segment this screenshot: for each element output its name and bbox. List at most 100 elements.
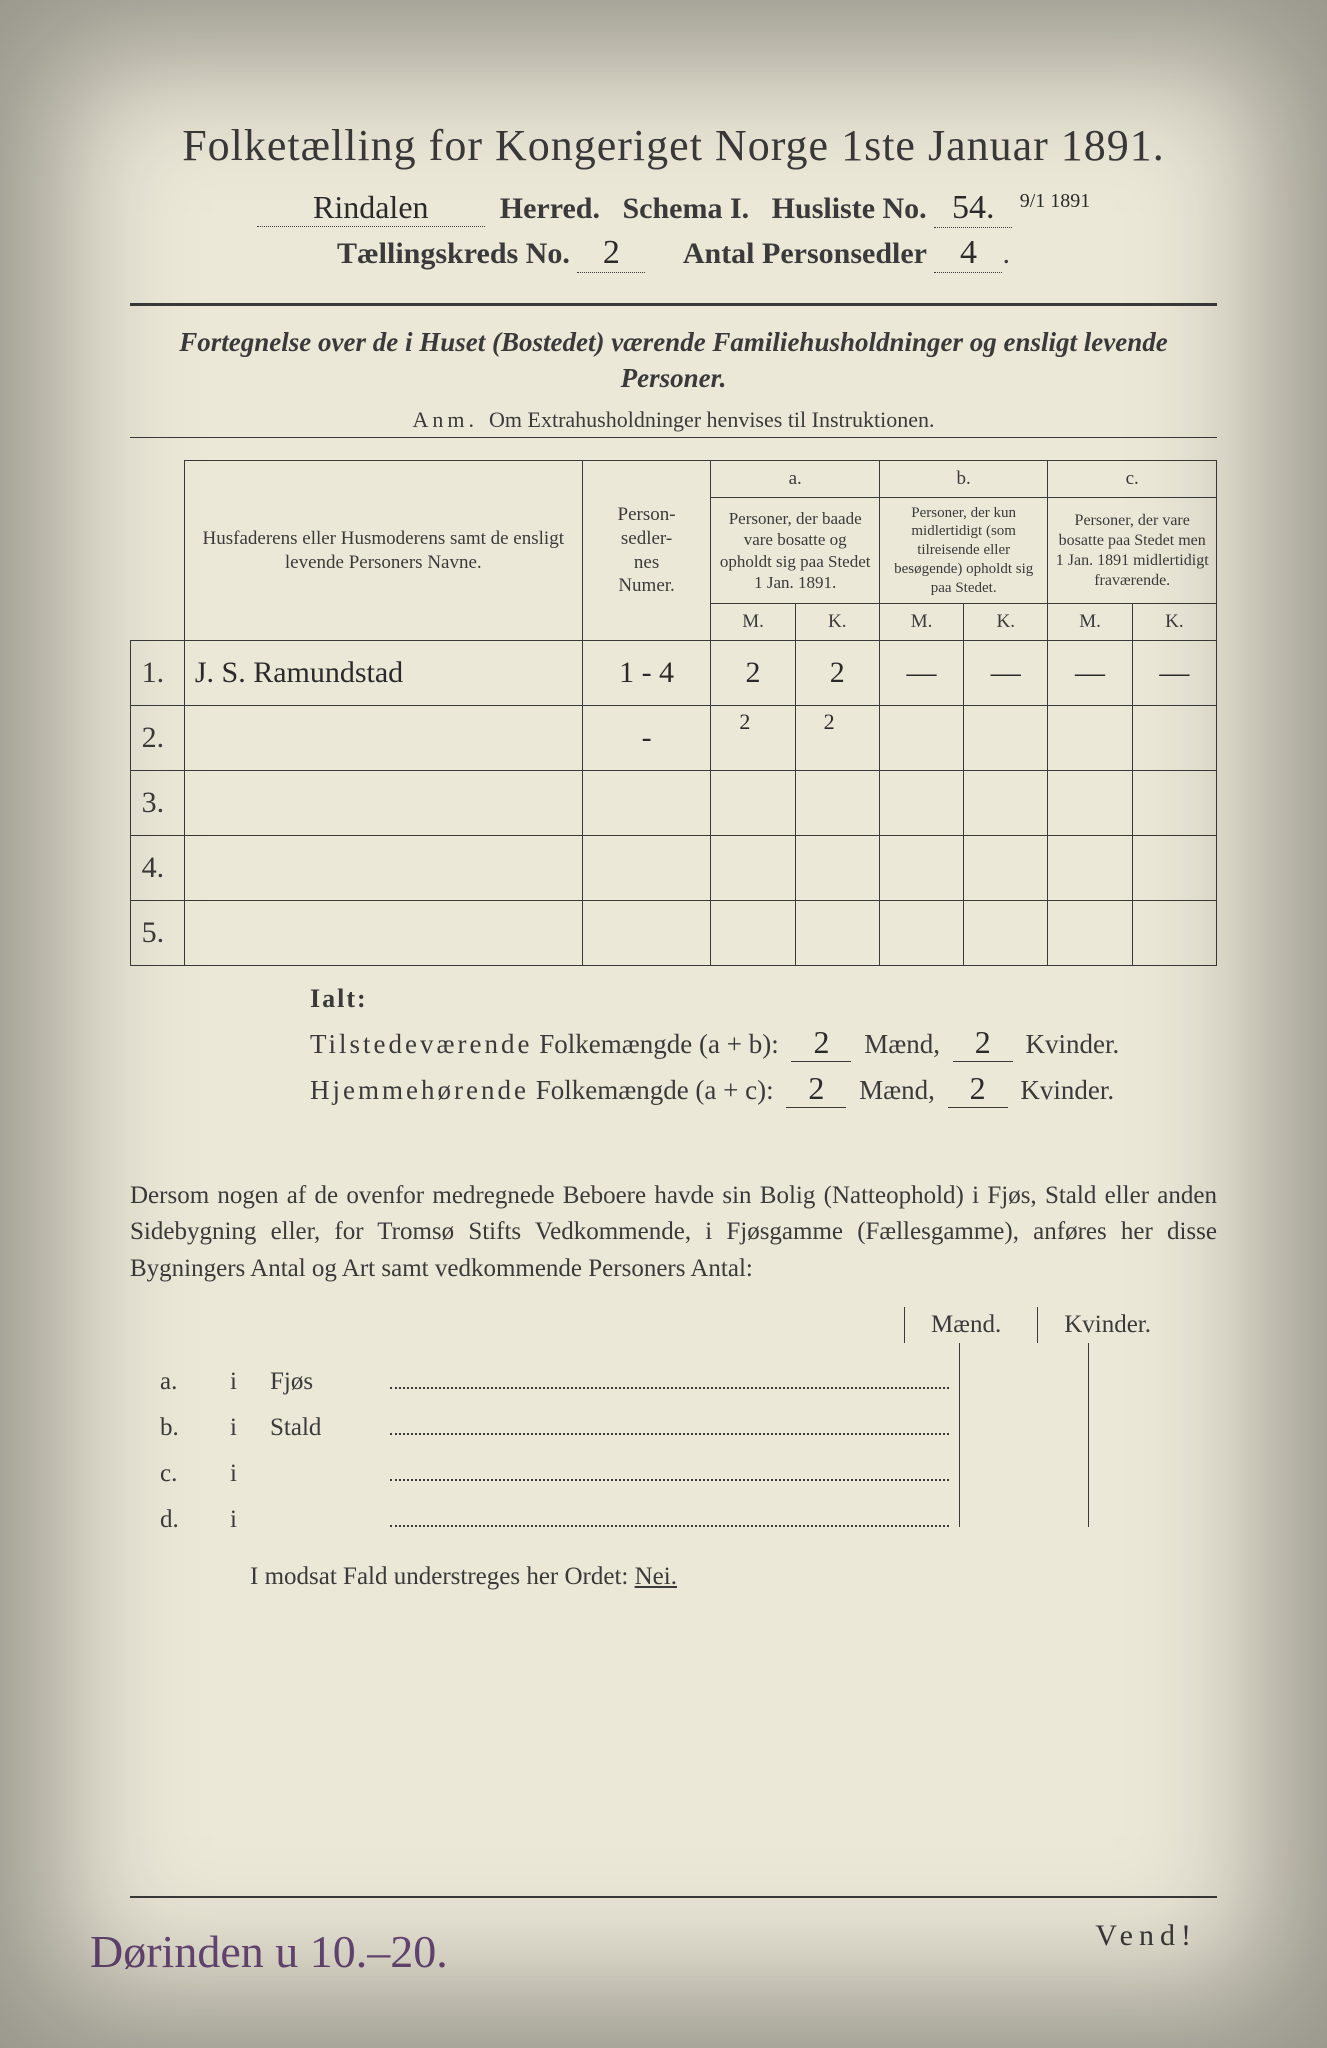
antal-label: Antal Personsedler (683, 237, 927, 270)
col-c-text: Personer, der vare bosatte paa Stedet me… (1048, 497, 1217, 604)
byg-dots (390, 1511, 949, 1527)
anm-lead: Anm. (413, 407, 479, 432)
cell-aM: 2 (746, 656, 761, 690)
col-header-num: Person- sedler- nes Numer. (582, 460, 711, 640)
kvinder-label: Kvinder. (1025, 1029, 1119, 1059)
antal-handwritten: 4 (934, 234, 1002, 273)
byg-m (959, 1481, 1088, 1527)
row-number: 1. (131, 641, 185, 706)
byg-k (1088, 1389, 1217, 1435)
anm-line: Anm. Om Extrahusholdninger henvises til … (130, 407, 1217, 433)
col-c-m: M. (1048, 604, 1132, 641)
totals-line-1: Tilstedeværende Folkemængde (a + b): 2 M… (310, 1024, 1217, 1062)
byg-k (1088, 1343, 1217, 1389)
tot1K: 2 (953, 1024, 1013, 1062)
husliste-label: Husliste No. (772, 192, 927, 225)
byg-m (959, 1343, 1088, 1389)
col-a-m: M. (711, 604, 795, 641)
table-row: 1. J. S. Ramundstad 1 - 4 2 2 2 2 — — — … (131, 641, 1217, 706)
byg-typ: Fjøs (270, 1368, 390, 1396)
kreds-no-handwritten: 2 (577, 234, 645, 273)
ialt-label: Ialt: (310, 984, 1217, 1014)
side-date-handwritten: 9/1 1891 (1020, 190, 1091, 213)
tot2M: 2 (786, 1070, 846, 1108)
byg-i: i (230, 1460, 270, 1488)
cell-bM: — (907, 656, 937, 690)
header-line-2: Tællingskreds No. 2 Antal Personsedler 4… (130, 234, 1217, 273)
col-b-m: M. (879, 604, 963, 641)
modsat-line: I modsat Fald understreges her Ordet: Ne… (250, 1563, 1217, 1591)
census-table: Husfaderens eller Husmoderens samt de en… (130, 460, 1217, 966)
cell-aK-sub: 2 (824, 709, 835, 735)
col-b-k: K. (964, 604, 1048, 641)
byg-k (1088, 1481, 1217, 1527)
herred-name-handwritten: Rindalen (257, 189, 485, 227)
byg-typ: Stald (270, 1414, 390, 1442)
schema-label: Schema I. (623, 192, 750, 225)
byg-dots (390, 1465, 949, 1481)
tot1M: 2 (791, 1024, 851, 1062)
row-number: 4. (131, 836, 185, 901)
col-a-label: a. (711, 460, 880, 497)
maend-label: Mænd, (864, 1029, 940, 1059)
cell-bK: — (991, 656, 1021, 690)
col-b-text: Personer, der kun midlertidigt (som tilr… (879, 497, 1048, 604)
byg-row: a. i Fjøs (130, 1343, 1217, 1389)
maend-label: Mænd, (859, 1075, 935, 1105)
census-form-page: Folketælling for Kongeriget Norge 1ste J… (0, 0, 1327, 2048)
byg-k (1088, 1435, 1217, 1481)
cell-aK: 2 (830, 656, 845, 690)
cell-aM-sub: 2 (739, 709, 750, 735)
footer-handwritten: Dørinden u 10.–20. (90, 1925, 448, 1978)
row-num-hw: 1 - 4 (619, 656, 674, 690)
row-num-hw: - (642, 721, 652, 755)
tot2a: Hjemmehørende (310, 1075, 529, 1105)
byg-dots (390, 1419, 949, 1435)
col-header-names: Husfaderens eller Husmoderens samt de en… (184, 460, 582, 640)
table-row: 5. (131, 901, 1217, 966)
page-title: Folketælling for Kongeriget Norge 1ste J… (130, 120, 1217, 171)
row-name-hw: J. S. Ramundstad (195, 656, 403, 690)
totals-block: Ialt: Tilstedeværende Folkemængde (a + b… (310, 984, 1217, 1108)
byg-maend: Mænd. (904, 1307, 1027, 1343)
col-b-label: b. (879, 460, 1048, 497)
table-row: 2. - (131, 706, 1217, 771)
anm-text: Om Extrahusholdninger henvises til Instr… (489, 407, 934, 432)
husliste-no-handwritten: 54. (934, 189, 1012, 228)
byg-m (959, 1389, 1088, 1435)
table-row: 4. (131, 836, 1217, 901)
modsat-nei: Nei. (635, 1563, 677, 1590)
row-number: 2. (131, 706, 185, 771)
tot2b: Folkemængde (a + c): (536, 1075, 774, 1105)
paragraph-text: Dersom nogen af de ovenfor medregnede Be… (130, 1178, 1217, 1287)
herred-label: Herred. (500, 192, 600, 225)
byg-lab: c. (130, 1460, 230, 1488)
totals-line-2: Hjemmehørende Folkemængde (a + c): 2 Mæn… (310, 1070, 1217, 1108)
byg-row: d. i (130, 1481, 1217, 1527)
kreds-label: Tællingskreds No. (337, 237, 570, 270)
vend-label: Vend! (1095, 1919, 1197, 1953)
byg-lab: d. (130, 1506, 230, 1534)
tot1a: Tilstedeværende (310, 1029, 533, 1059)
cell-cK: — (1159, 656, 1189, 690)
col-c-label: c. (1048, 460, 1217, 497)
tot2K: 2 (948, 1070, 1008, 1108)
col-c-k: K. (1132, 604, 1216, 641)
byg-dots (390, 1373, 949, 1389)
rule-thick (130, 303, 1217, 306)
bygninger-block: Mænd. Kvinder. a. i Fjøs b. i Stald c. i (130, 1307, 1217, 1527)
col-a-k: K. (795, 604, 879, 641)
kvinder-label: Kvinder. (1020, 1075, 1114, 1105)
table-row: 3. (131, 771, 1217, 836)
byg-i: i (230, 1414, 270, 1442)
byg-lab: a. (130, 1368, 230, 1396)
header-line-1: Rindalen Herred. Schema I. Husliste No. … (130, 189, 1217, 228)
cell-cM: — (1075, 656, 1105, 690)
col-a-text: Personer, der baade vare bosatte og opho… (711, 497, 880, 604)
byg-lab: b. (130, 1414, 230, 1442)
byg-i: i (230, 1506, 270, 1534)
rule-thin (130, 437, 1217, 438)
row-number: 5. (131, 901, 185, 966)
byg-m (959, 1435, 1088, 1481)
bygninger-head: Mænd. Kvinder. (130, 1307, 1217, 1343)
